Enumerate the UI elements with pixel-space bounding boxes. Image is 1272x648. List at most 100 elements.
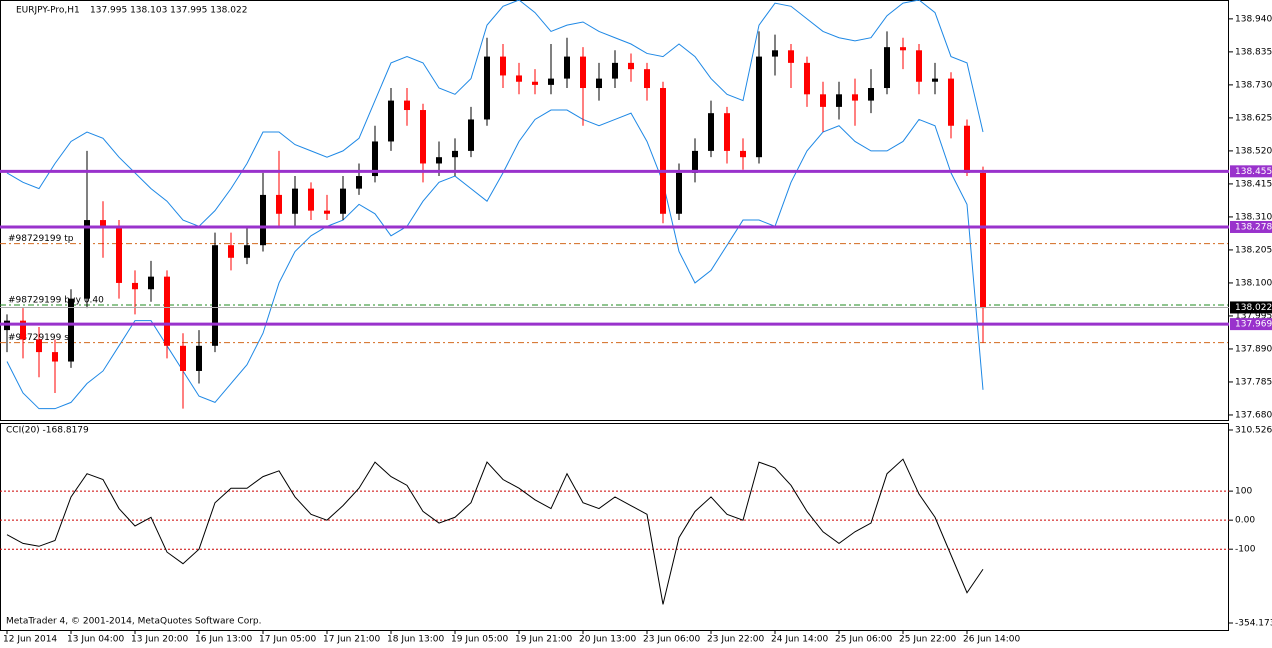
- y-tick-label: 138.835: [1235, 47, 1272, 57]
- candle-body: [260, 194, 266, 246]
- y-tick-label: 137.680: [1235, 410, 1272, 420]
- candle-body: [52, 352, 58, 362]
- x-tick-label: 17 Jun 21:00: [323, 635, 380, 645]
- x-tick-label: 17 Jun 05:00: [259, 635, 316, 645]
- x-tick-label: 19 Jun 21:00: [515, 635, 572, 645]
- bollinger-upper: [6, 0, 984, 227]
- candle-body: [692, 150, 698, 173]
- footer: MetaTrader 4, © 2001-2014, MetaQuotes So…: [6, 617, 262, 627]
- bollinger-lower: [6, 109, 984, 410]
- candle-body: [980, 172, 986, 309]
- candle-body: [420, 110, 426, 164]
- chart-ohlc: 137.995 138.103 137.995 138.022: [90, 6, 247, 16]
- candle-body: [484, 56, 490, 120]
- candle-body: [132, 282, 138, 290]
- y-tick-label: 138.415: [1235, 179, 1272, 189]
- candle-body: [548, 78, 554, 85]
- x-tick-label: 20 Jun 13:00: [579, 635, 636, 645]
- candle-body: [20, 320, 26, 340]
- candle-body: [308, 188, 314, 211]
- candle-body: [148, 276, 154, 290]
- y-tick-label: 137.995: [1235, 311, 1272, 321]
- y-tick-label: 310.5269: [1235, 426, 1272, 436]
- y-tick-label: 138.520: [1235, 146, 1272, 156]
- candle-body: [404, 100, 410, 111]
- current-price-label: 138.022: [1235, 303, 1272, 313]
- candle-body: [276, 194, 282, 214]
- candle-body: [836, 94, 842, 107]
- y-tick-label: 138.940: [1235, 14, 1272, 24]
- x-tick-label: 23 Jun 06:00: [643, 635, 700, 645]
- cci-title: CCI(20) -168.8179: [6, 426, 89, 436]
- level-label: 138.278: [1235, 222, 1272, 232]
- candle-body: [244, 245, 250, 258]
- candle-body: [628, 62, 634, 70]
- candle-body: [388, 100, 394, 142]
- candle-body: [36, 339, 42, 353]
- candle-body: [660, 88, 666, 214]
- y-tick-label: 100: [1235, 487, 1252, 497]
- level-label: 137.969: [1235, 320, 1272, 330]
- cci-line: [6, 458, 984, 605]
- y-tick-label: 0.00: [1235, 516, 1255, 526]
- x-tick-label: 23 Jun 22:00: [707, 635, 764, 645]
- candle-body: [292, 188, 298, 214]
- x-tick-label: 26 Jun 14:00: [963, 635, 1020, 645]
- candle-body: [916, 50, 922, 82]
- candle-body: [500, 56, 506, 76]
- candle-body: [596, 78, 602, 89]
- y-tick-label: 138.100: [1235, 278, 1272, 288]
- candle-body: [180, 345, 186, 371]
- candle-body: [564, 56, 570, 79]
- candle-body: [228, 245, 234, 258]
- candle-body: [788, 50, 794, 63]
- cci-panel: [0, 423, 1229, 631]
- order-label: #98729199 buy 0.40: [8, 295, 104, 305]
- candle-body: [804, 62, 810, 95]
- candle-body: [852, 94, 858, 101]
- candle-body: [756, 56, 762, 158]
- level-box: [1230, 165, 1272, 178]
- candle-body: [932, 78, 938, 82]
- candle-body: [708, 113, 714, 151]
- y-tick-label: -354.1739: [1235, 618, 1272, 628]
- y-tick-label: 138.205: [1235, 245, 1272, 255]
- current-price-box: [1230, 301, 1272, 314]
- x-tick-label: 19 Jun 05:00: [451, 635, 508, 645]
- candle-body: [948, 78, 954, 126]
- y-tick-label: 138.730: [1235, 80, 1272, 90]
- candle-body: [468, 119, 474, 151]
- candle-body: [724, 113, 730, 151]
- x-tick-label: 13 Jun 04:00: [67, 635, 124, 645]
- x-tick-label: 25 Jun 22:00: [899, 635, 956, 645]
- level-box: [1230, 220, 1272, 233]
- candle-body: [820, 94, 826, 107]
- candle-body: [964, 125, 970, 173]
- candle-body: [196, 345, 202, 371]
- candle-body: [84, 220, 90, 299]
- level-box: [1230, 318, 1272, 331]
- candle-body: [68, 298, 74, 362]
- candle-body: [116, 226, 122, 283]
- y-tick-label: 137.785: [1235, 377, 1272, 387]
- x-tick-label: 16 Jun 13:00: [195, 635, 252, 645]
- candle-body: [164, 276, 170, 346]
- x-tick-label: 18 Jun 13:00: [387, 635, 444, 645]
- candle-body: [580, 56, 586, 89]
- candle-body: [436, 157, 442, 164]
- candle-body: [372, 141, 378, 177]
- candle-body: [532, 81, 538, 85]
- candle-body: [324, 210, 330, 214]
- y-tick-label: 137.890: [1235, 344, 1272, 354]
- candle-body: [900, 47, 906, 51]
- level-label: 138.455: [1235, 167, 1272, 177]
- candle-body: [676, 172, 682, 214]
- x-tick-label: 12 Jun 2014: [3, 635, 57, 645]
- y-tick-label: 138.625: [1235, 113, 1272, 123]
- order-label: #98729199 sl: [8, 333, 71, 343]
- candle-body: [516, 75, 522, 82]
- candle-body: [772, 50, 778, 57]
- x-tick-label: 13 Jun 20:00: [131, 635, 188, 645]
- y-tick-label: 138.310: [1235, 212, 1272, 222]
